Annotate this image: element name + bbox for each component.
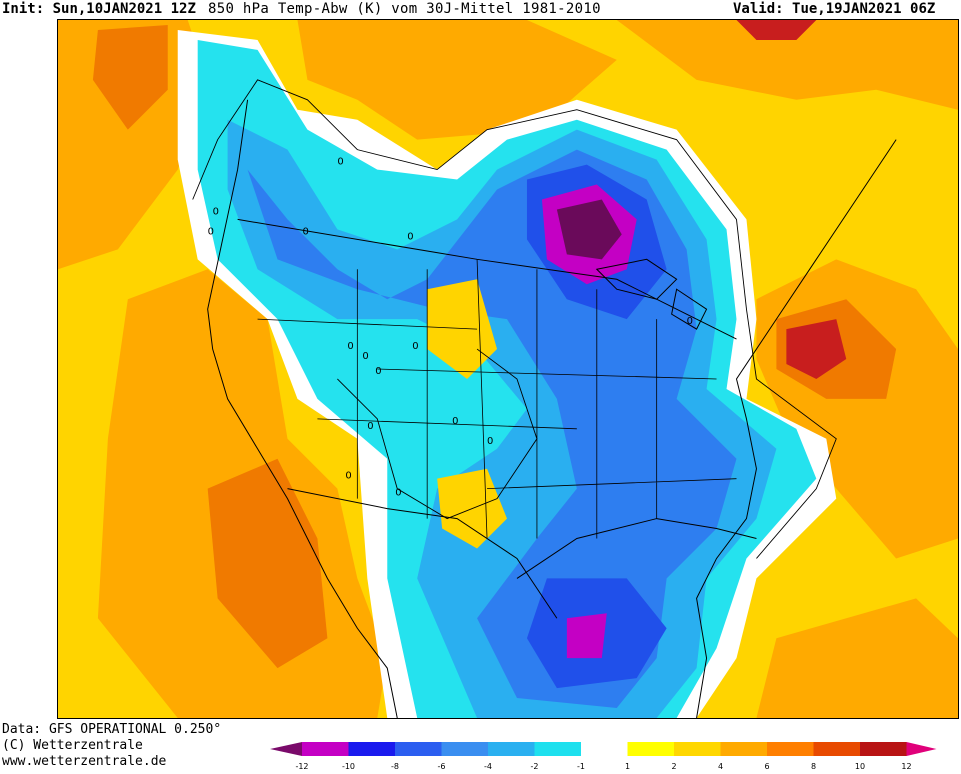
warm-region-southeast <box>756 598 958 718</box>
legend-swatch <box>720 742 767 756</box>
contour-label: 0 <box>208 226 214 237</box>
contour-label: 0 <box>395 488 401 499</box>
valid-label: Valid: <box>733 1 784 17</box>
legend-tick-label: 12 <box>901 762 911 771</box>
valid-time: Valid: Tue,19JAN2021 06Z <box>733 0 935 18</box>
contour-label: 0 <box>362 351 368 362</box>
warm-region-northeast-core <box>736 20 817 40</box>
contour-label: 0 <box>345 471 351 482</box>
footer-url: www.wetterzentrale.de <box>2 754 167 769</box>
legend-tick-label: -1 <box>577 762 585 771</box>
cool-region-6 <box>556 199 622 260</box>
contour-label: 0 <box>452 416 458 427</box>
legend-tick-label: 4 <box>718 762 723 771</box>
great-lakes <box>595 258 708 330</box>
legend-tick-label: -10 <box>342 762 355 771</box>
legend-swatch <box>534 742 581 756</box>
legend-tick-label: -12 <box>295 762 308 771</box>
zero-contour-2 <box>337 348 538 520</box>
legend-swatch <box>581 742 628 756</box>
contour-label: 0 <box>347 341 353 352</box>
coastline-west <box>207 99 398 718</box>
warm-region-west-core <box>207 458 328 669</box>
legend-tick-label: -4 <box>484 762 492 771</box>
contour-label: 0 <box>302 226 308 237</box>
coastline-east <box>696 139 897 718</box>
valid-value: Tue,19JAN2021 06Z <box>792 1 936 17</box>
legend-swatch <box>348 742 395 756</box>
legend-tick-label: 10 <box>855 762 865 771</box>
legend-swatch <box>270 742 302 756</box>
legend-swatch <box>441 742 488 756</box>
init-time: Init: Sun,10JAN2021 12Z <box>2 0 196 18</box>
cool-region-4 <box>526 164 667 689</box>
anomaly-map: 0 0 0 0 0 0 0 0 0 0 0 0 0 0 0 <box>57 19 959 719</box>
legend-tick-label: 8 <box>811 762 816 771</box>
legend-swatch <box>302 742 349 756</box>
cool-region-5 <box>541 184 637 659</box>
init-value: Sun,10JAN2021 12Z <box>52 1 196 17</box>
zero-contour-1 <box>192 79 837 559</box>
legend-swatch <box>813 742 860 756</box>
footer-data-source: Data: GFS OPERATIONAL 0.250° <box>2 722 222 737</box>
contour-label: 0 <box>375 366 381 377</box>
legend-tick-label: 6 <box>764 762 769 771</box>
warm-region-northwest-core <box>92 24 168 130</box>
legend-swatch <box>627 742 674 756</box>
border-canada-us <box>237 218 737 340</box>
contour-label: 0 <box>487 436 493 447</box>
contour-label: 0 <box>213 206 219 217</box>
state-lines <box>257 259 737 539</box>
warm-region-atlantic-core <box>786 319 847 379</box>
legend-swatches <box>270 742 937 756</box>
contour-label: 0 <box>687 316 693 327</box>
contour-label: 0 <box>407 231 413 242</box>
warm-pocket-plains <box>427 279 498 379</box>
legend-tick-label: 2 <box>671 762 676 771</box>
warm-region-northeast <box>616 20 958 110</box>
contour-label: 0 <box>367 421 373 432</box>
legend-tick-label: -2 <box>531 762 539 771</box>
legend-swatch <box>674 742 721 756</box>
contour-label: 0 <box>412 341 418 352</box>
legend-swatch <box>488 742 535 756</box>
legend-swatch <box>767 742 814 756</box>
color-legend: -12 -10 -8 -6 -4 -2 -1 1 2 4 6 8 10 12 <box>270 742 937 771</box>
legend-tick-label: -6 <box>438 762 446 771</box>
map-title: 850 hPa Temp-Abw (K) vom 30J-Mittel 1981… <box>208 1 601 17</box>
border-us-mexico <box>287 488 558 619</box>
legend-ticks: -12 -10 -8 -6 -4 -2 -1 1 2 4 6 8 10 12 <box>295 762 911 771</box>
legend-tick-label: -8 <box>391 762 399 771</box>
legend-swatch <box>906 742 937 756</box>
init-label: Init: <box>2 1 45 17</box>
contour-label: 0 <box>337 157 343 168</box>
footer-copyright: (C) Wetterzentrale <box>2 738 143 753</box>
legend-tick-label: 1 <box>625 762 630 771</box>
legend-swatch <box>395 742 442 756</box>
legend-swatch <box>860 742 907 756</box>
warm-region-north <box>297 20 617 140</box>
